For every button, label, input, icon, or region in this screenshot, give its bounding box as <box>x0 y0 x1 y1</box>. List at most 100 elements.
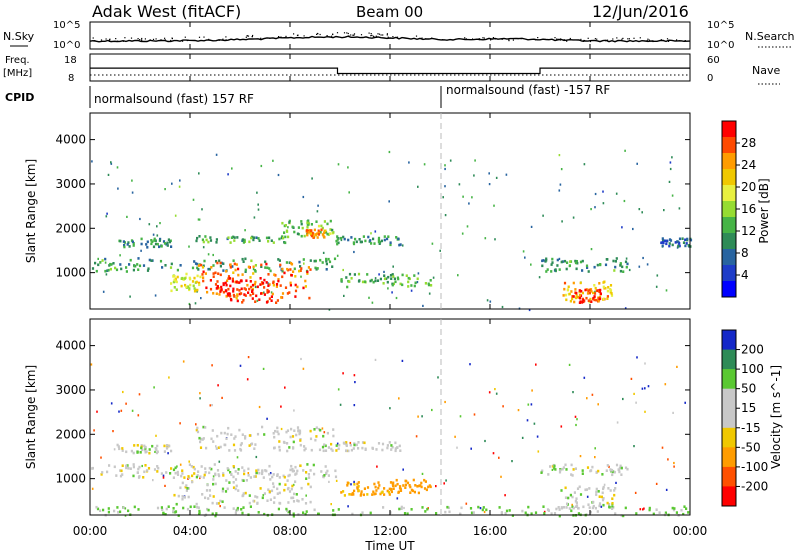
heatmap-cell <box>310 448 313 452</box>
heatmap-cell <box>357 447 360 450</box>
velocity-colorbar-label: Velocity [m s^-1] <box>769 365 783 469</box>
heatmap-cell <box>387 287 389 290</box>
heatmap-cell <box>535 363 537 366</box>
heatmap-cell <box>243 287 246 290</box>
heatmap-cell <box>272 485 275 489</box>
heatmap-cell <box>602 285 605 289</box>
heatmap-cell <box>682 512 685 516</box>
heatmap-cell <box>572 391 574 394</box>
heatmap-cell <box>257 468 260 472</box>
heatmap-cell <box>399 243 402 246</box>
heatmap-cell <box>200 297 202 300</box>
heatmap-cell <box>278 491 281 495</box>
heatmap-cell <box>392 487 395 490</box>
heatmap-cell <box>394 484 397 488</box>
heatmap-cell <box>270 489 274 493</box>
heatmap-cell <box>253 447 256 450</box>
heatmap-cell <box>321 427 324 430</box>
heatmap-cell <box>236 299 239 303</box>
noise-dot <box>557 38 559 40</box>
heatmap-cell <box>378 242 381 245</box>
heatmap-cell <box>234 435 237 438</box>
heatmap-cell <box>329 228 332 231</box>
heatmap-cell <box>336 442 339 445</box>
heatmap-cell <box>211 364 213 367</box>
heatmap-cell <box>613 269 616 272</box>
colorbar-swatch <box>722 153 736 170</box>
heatmap-cell <box>388 493 391 496</box>
heatmap-cell <box>255 471 258 475</box>
colorbar-swatch <box>722 281 736 298</box>
heatmap-cell <box>165 507 168 511</box>
heatmap-cell <box>252 265 255 269</box>
heatmap-cell <box>592 500 595 504</box>
noise-dot <box>122 40 124 42</box>
heatmap-cell <box>188 245 190 248</box>
cpid-label: CPID <box>5 91 34 104</box>
heatmap-cell <box>210 437 213 441</box>
heatmap-cell <box>164 188 166 191</box>
heatmap-cell <box>268 236 271 240</box>
heatmap-cell <box>641 211 643 214</box>
heatmap-cell <box>288 446 291 449</box>
heatmap-cell <box>235 509 238 512</box>
heatmap-cell <box>357 280 361 283</box>
heatmap-cell <box>423 163 426 166</box>
heatmap-cell <box>581 469 584 472</box>
heatmap-cell <box>233 262 236 266</box>
heatmap-cell <box>574 500 577 503</box>
heatmap-cell <box>158 239 161 242</box>
heatmap-cell <box>210 266 213 269</box>
noise-series <box>89 35 691 43</box>
heatmap-cell <box>127 467 130 470</box>
heatmap-cell <box>116 443 119 447</box>
heatmap-cell <box>644 362 646 365</box>
heatmap-cell <box>123 244 126 247</box>
heatmap-cell <box>593 265 596 269</box>
heatmap-cell <box>328 480 330 483</box>
heatmap-cell <box>395 236 398 239</box>
heatmap-cell <box>132 242 135 245</box>
heatmap-cell <box>291 484 294 488</box>
heatmap-cell <box>288 261 291 264</box>
heatmap-cell <box>200 465 203 468</box>
heatmap-cell <box>137 476 141 479</box>
heatmap-cell <box>91 466 94 470</box>
heatmap-cell <box>671 506 674 510</box>
heatmap-cell <box>230 298 233 302</box>
heatmap-cell <box>251 297 254 300</box>
heatmap-cell <box>266 417 268 420</box>
heatmap-cell <box>219 505 221 508</box>
heatmap-cell <box>137 467 140 471</box>
noise-dot <box>149 39 151 41</box>
heatmap-cell <box>437 376 439 379</box>
heatmap-cell <box>228 481 231 484</box>
heatmap-cell <box>505 509 509 513</box>
heatmap-cell <box>212 264 215 267</box>
heatmap-cell <box>672 411 674 414</box>
heatmap-cell <box>322 251 325 254</box>
heatmap-cell <box>381 490 384 494</box>
heatmap-cell <box>573 300 576 304</box>
velocity-ylabel: Slant Range [km] <box>24 365 38 469</box>
heatmap-cell <box>194 302 197 305</box>
heatmap-cell <box>234 268 237 272</box>
heatmap-cell <box>242 494 245 497</box>
heatmap-cell <box>559 183 562 186</box>
heatmap-cell <box>572 468 575 471</box>
heatmap-cell <box>324 449 328 452</box>
heatmap-cell <box>666 239 669 243</box>
heatmap-cell <box>207 240 210 244</box>
heatmap-cell <box>394 441 397 445</box>
heatmap-cell <box>572 216 575 219</box>
heatmap-cell <box>432 276 435 279</box>
heatmap-cell <box>386 446 389 450</box>
heatmap-cell <box>307 266 310 269</box>
heatmap-cell <box>236 506 239 510</box>
heatmap-cell <box>678 207 681 210</box>
heatmap-cell <box>361 280 365 284</box>
frequency-series <box>90 67 690 75</box>
heatmap-cell <box>165 447 169 450</box>
heatmap-cell <box>100 456 102 459</box>
heatmap-cell <box>389 241 392 244</box>
